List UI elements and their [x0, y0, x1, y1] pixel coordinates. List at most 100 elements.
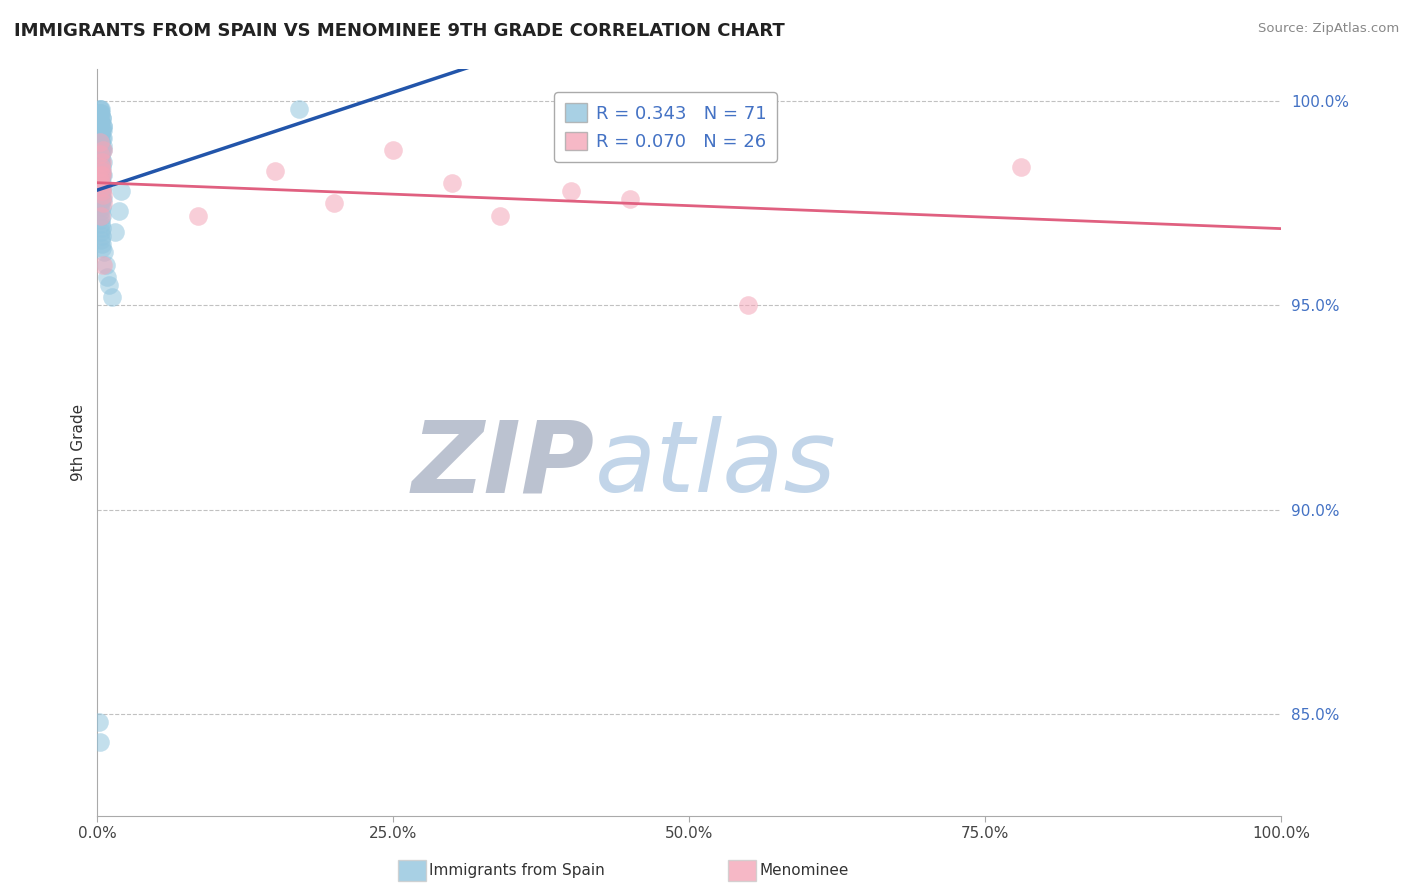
Point [91, 143, 114, 157]
Y-axis label: 9th Grade: 9th Grade [72, 404, 86, 481]
Point [91, 209, 114, 223]
Point [91, 119, 114, 133]
Point [90, 152, 112, 166]
Point [287, 103, 309, 117]
Point [89, 127, 111, 141]
Point [91, 122, 114, 136]
Point [441, 176, 464, 190]
Point [91, 143, 114, 157]
Point [619, 192, 641, 206]
Point [90, 168, 112, 182]
Point [90, 225, 112, 239]
Point [89, 103, 111, 117]
Point [560, 184, 582, 198]
Point [90, 127, 112, 141]
Point [91, 176, 114, 190]
Point [96, 269, 118, 284]
Point [91, 122, 114, 136]
Point [91, 184, 114, 198]
Text: Immigrants from Spain: Immigrants from Spain [429, 863, 605, 878]
Point [90, 196, 112, 211]
Point [89, 106, 111, 120]
Point [104, 225, 127, 239]
Text: atlas: atlas [595, 417, 837, 513]
Point [91, 160, 114, 174]
Point [100, 290, 122, 304]
Point [90, 160, 112, 174]
Point [90, 180, 112, 194]
Point [91, 143, 114, 157]
Point [89, 119, 111, 133]
Point [90, 106, 112, 120]
Text: ZIP: ZIP [412, 417, 595, 513]
Point [91, 111, 114, 125]
Point [89, 114, 111, 128]
Point [91, 139, 114, 153]
Point [91, 168, 114, 182]
Point [91, 155, 114, 169]
Point [91, 241, 114, 255]
Point [90, 114, 112, 128]
Point [87, 714, 110, 729]
Point [91, 258, 114, 272]
Text: Menominee: Menominee [759, 863, 849, 878]
Point [89, 122, 111, 136]
Point [382, 143, 405, 157]
Point [89, 143, 111, 157]
Point [91, 229, 114, 244]
Point [91, 188, 114, 202]
Text: Source: ZipAtlas.com: Source: ZipAtlas.com [1258, 22, 1399, 36]
Point [90, 176, 112, 190]
Point [91, 168, 114, 182]
Point [91, 168, 114, 182]
Point [91, 119, 114, 133]
Point [90, 217, 112, 231]
Point [91, 111, 114, 125]
Point [90, 103, 112, 117]
Point [89, 135, 111, 149]
Point [90, 155, 112, 169]
Point [91, 180, 114, 194]
Point [89, 735, 111, 749]
Point [91, 192, 114, 206]
Legend: R = 0.343   N = 71, R = 0.070   N = 26: R = 0.343 N = 71, R = 0.070 N = 26 [554, 93, 778, 161]
Point [91, 192, 114, 206]
Point [737, 298, 759, 312]
Point [90, 147, 112, 161]
Point [323, 196, 346, 211]
Point [89, 171, 111, 186]
Point [91, 180, 114, 194]
Point [89, 103, 111, 117]
Point [107, 204, 129, 219]
Point [89, 152, 111, 166]
Point [110, 184, 132, 198]
Point [90, 188, 112, 202]
Point [89, 106, 111, 120]
Point [91, 200, 114, 214]
Point [98, 277, 121, 292]
Point [90, 171, 112, 186]
Point [89, 135, 111, 149]
Point [89, 139, 111, 153]
Point [94, 258, 117, 272]
Point [91, 131, 114, 145]
Point [90, 135, 112, 149]
Point [89, 111, 111, 125]
Point [89, 131, 111, 145]
Point [91, 131, 114, 145]
Point [89, 147, 111, 161]
Point [90, 233, 112, 247]
Point [91, 196, 114, 211]
Point [91, 184, 114, 198]
Point [264, 163, 287, 178]
Point [91, 220, 114, 235]
Point [89, 147, 111, 161]
Point [89, 114, 111, 128]
Point [90, 209, 112, 223]
Point [90, 212, 112, 227]
Point [91, 163, 114, 178]
Point [488, 209, 510, 223]
Point [93, 245, 115, 260]
Point [90, 163, 112, 178]
Text: IMMIGRANTS FROM SPAIN VS MENOMINEE 9TH GRADE CORRELATION CHART: IMMIGRANTS FROM SPAIN VS MENOMINEE 9TH G… [14, 22, 785, 40]
